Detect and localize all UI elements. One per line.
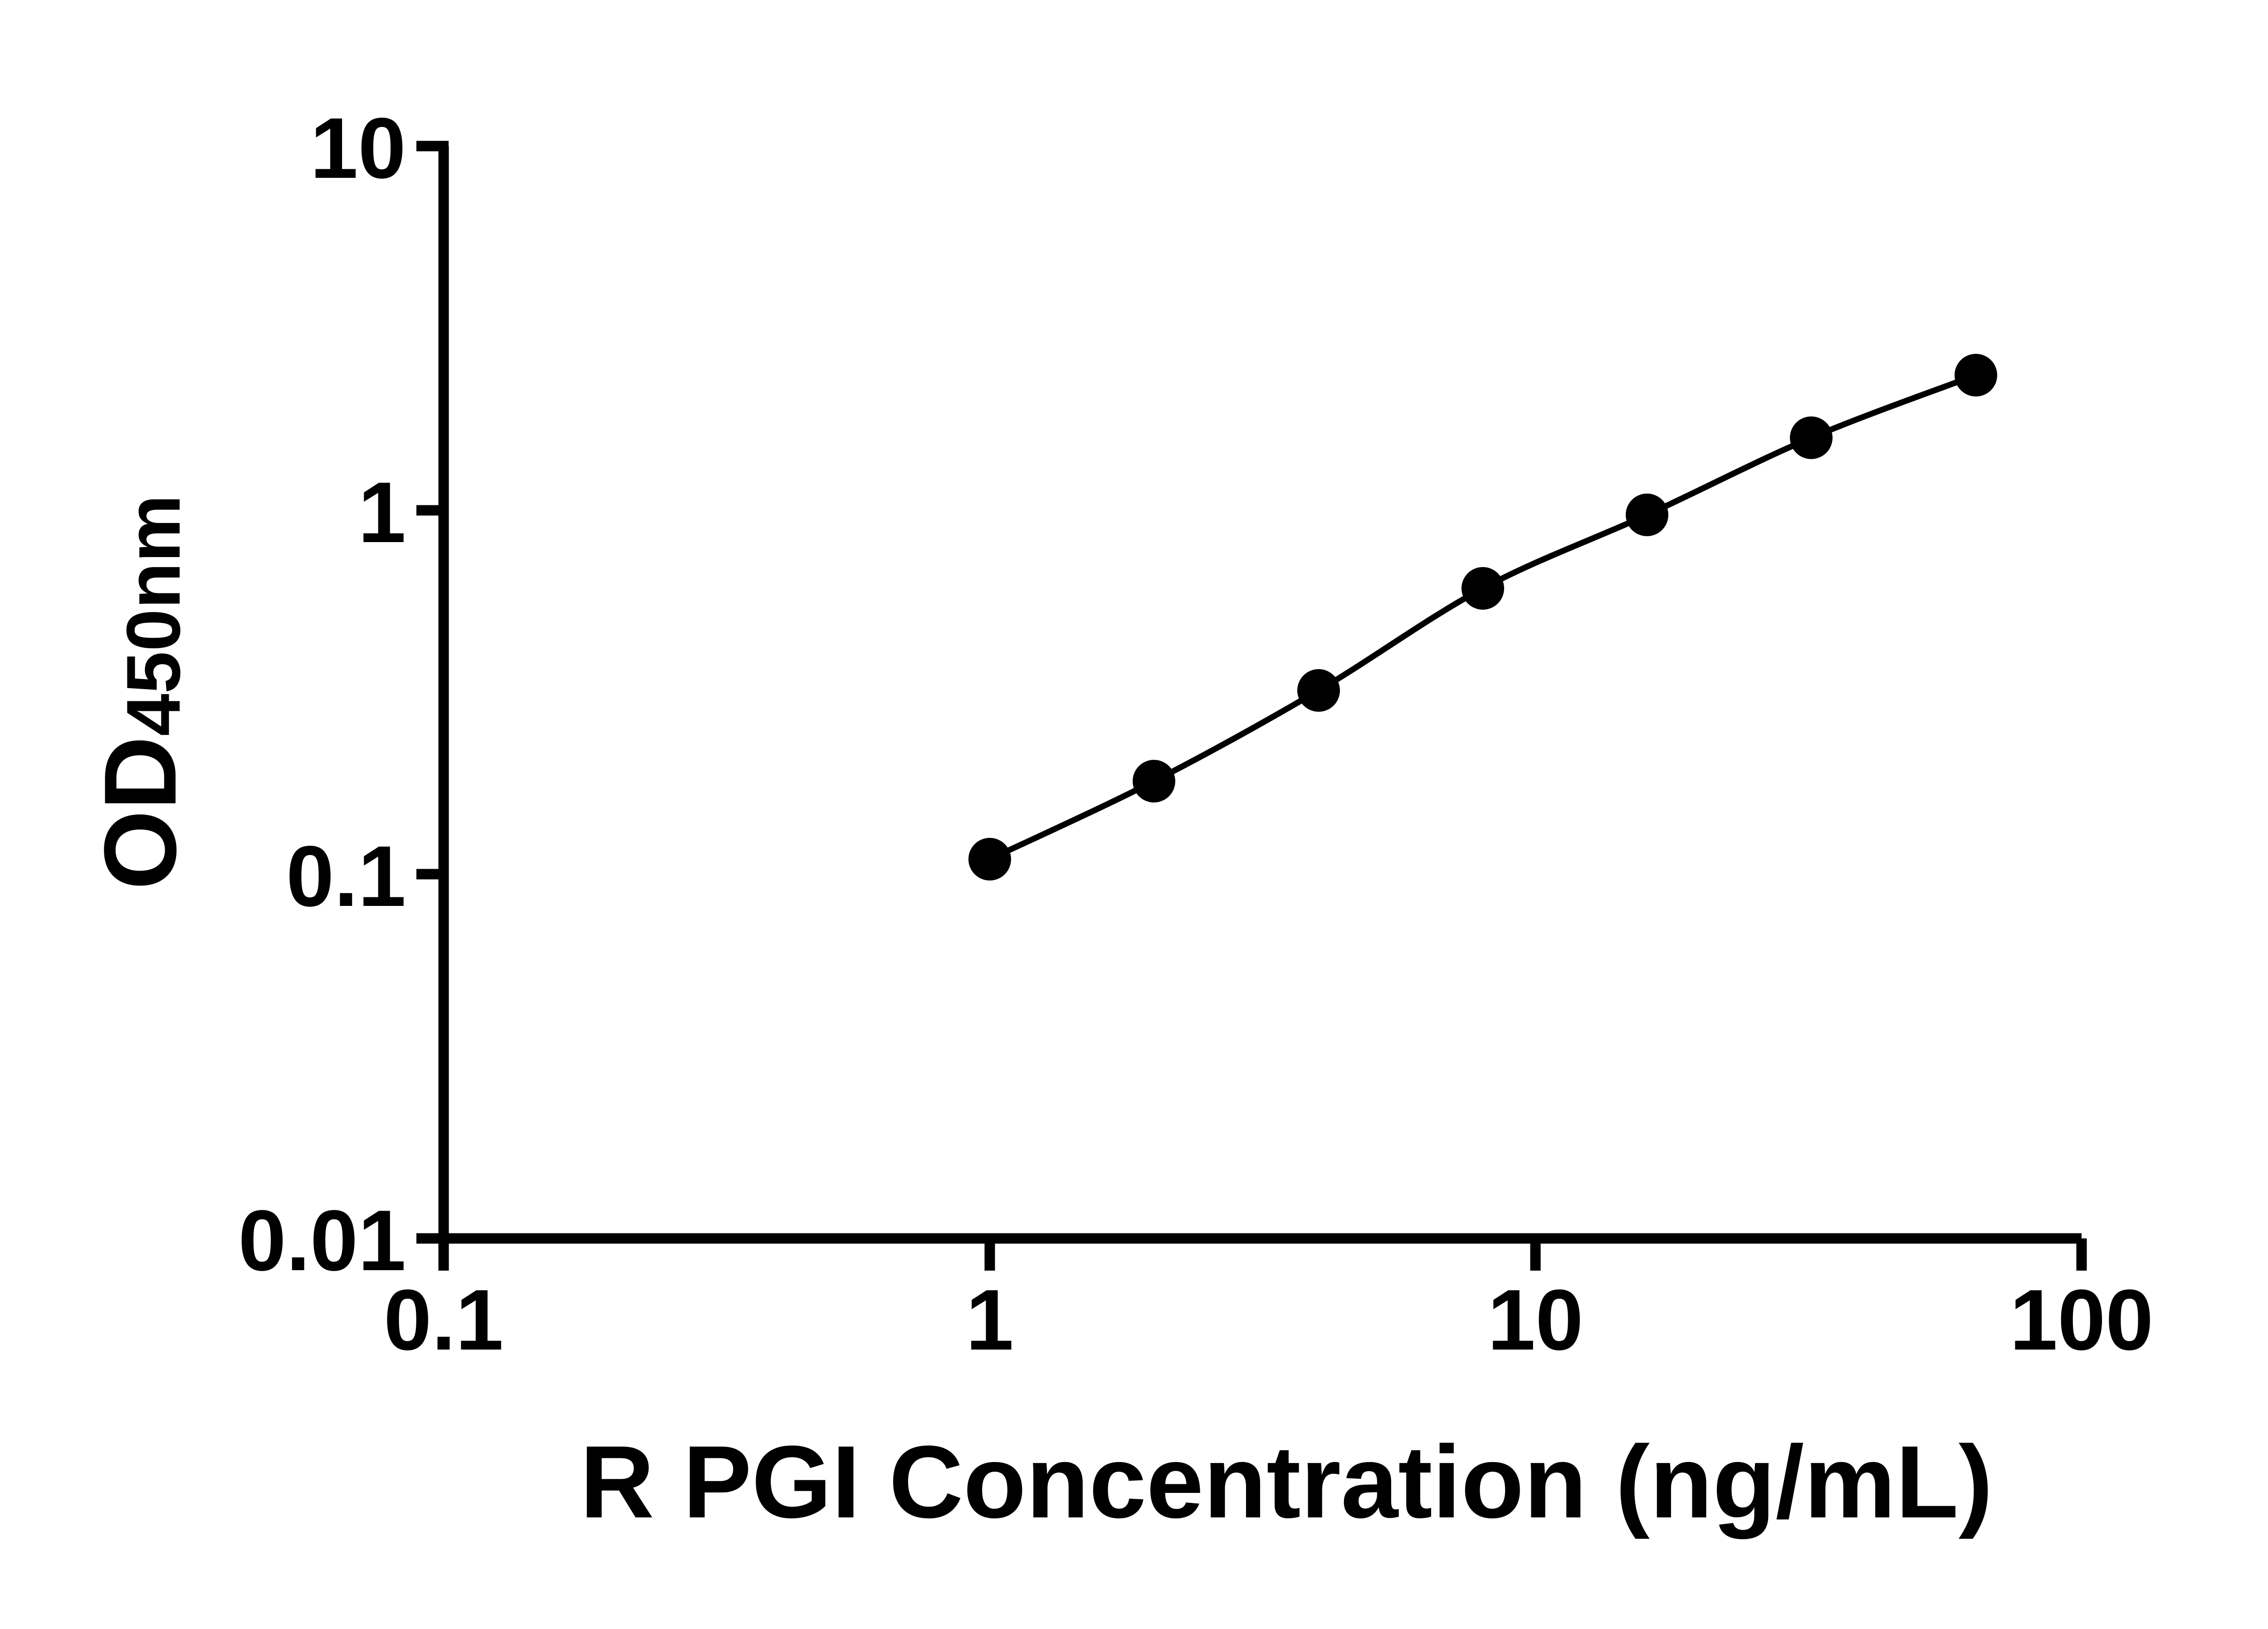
svg-text:0.1: 0.1: [384, 1272, 503, 1368]
svg-text:R PGI Concentration (ng/mL): R PGI Concentration (ng/mL): [580, 1425, 1993, 1540]
svg-text:10: 10: [1487, 1272, 1583, 1368]
svg-text:0.1: 0.1: [286, 828, 406, 925]
svg-text:1: 1: [966, 1272, 1014, 1368]
svg-text:10: 10: [310, 100, 406, 196]
svg-text:0.01: 0.01: [238, 1193, 406, 1289]
svg-text:1: 1: [358, 465, 406, 561]
svg-text:100: 100: [2009, 1272, 2153, 1368]
